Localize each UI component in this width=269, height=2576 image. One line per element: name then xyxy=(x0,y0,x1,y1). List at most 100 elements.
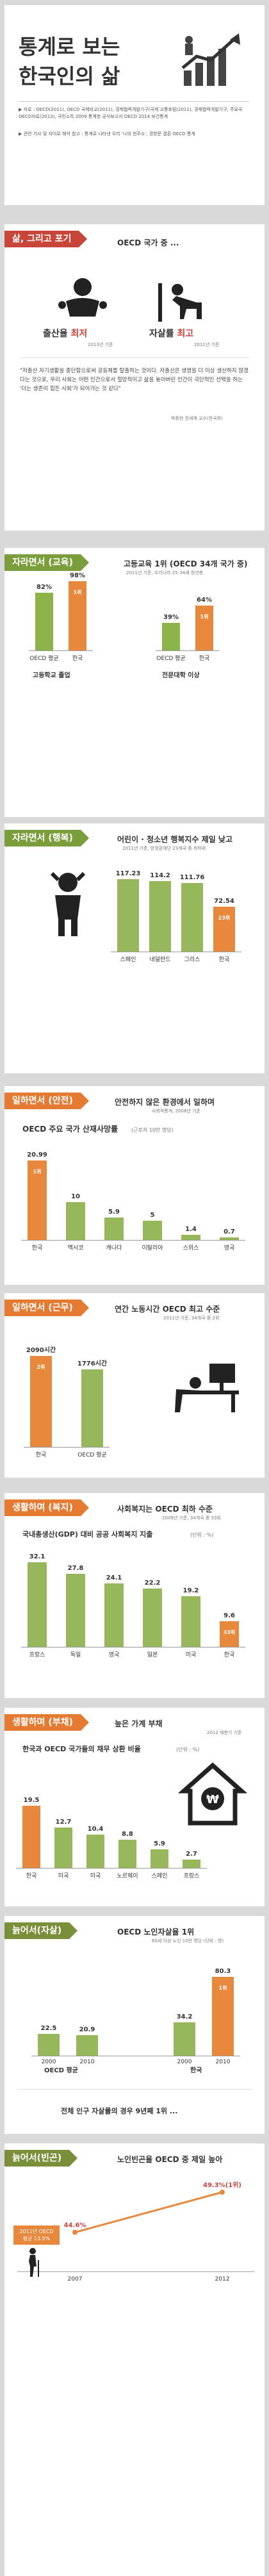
bar-value-label: 2.7 xyxy=(186,1850,197,1858)
bar-category-label: 독일 xyxy=(70,1652,81,1658)
bar-category-label: 이탈리아 xyxy=(142,1245,163,1251)
bar: 1.4 xyxy=(181,1226,200,1240)
bar-value-label: 20.99 xyxy=(27,1151,47,1159)
section-welfare: 생활하며 (복지) 사회복지는 OECD 최하 수준 2009년 기준, 34개… xyxy=(4,1493,265,1698)
bar: 117.23 xyxy=(116,870,140,952)
bar-category-label: 그리스 xyxy=(184,957,200,963)
bar-category-label: 미국 xyxy=(185,1652,197,1658)
suicide-label: 자살률 최고 xyxy=(149,327,193,340)
cover-title-line1: 통계로 보는 xyxy=(19,35,120,59)
section-header: 삶, 그리고 포기 xyxy=(4,231,88,247)
bar-value-label: 19.2 xyxy=(183,1587,199,1594)
section-education: 자라면서 (교육) 고등교육 1위 (OECD 34개 국가 중) 2011년 … xyxy=(4,548,265,817)
bar-value-label: 114.2 xyxy=(150,872,170,880)
bar-value-label: 20.9 xyxy=(79,2026,95,2034)
bar-value-label: 5.9 xyxy=(154,1840,165,1847)
bar-category-label: 한국 xyxy=(224,1652,235,1658)
chart-baseline xyxy=(156,650,220,651)
collapsed-person-icon xyxy=(158,283,202,322)
section-title: 안전하지 않은 환경에서 일하며 xyxy=(115,1098,215,1107)
bar: 20.9 xyxy=(76,2026,98,2056)
section-sub: 2011년 기준, 우리나라 25-34세 청년층 xyxy=(126,570,204,575)
suicide-year: 2011년 기준 xyxy=(194,342,220,347)
elder-footer: 전체 인구 자살률의 경우 9년째 1위 ... xyxy=(61,2107,178,2115)
bar: 82% xyxy=(35,584,53,650)
bar-inner-label: 1위 xyxy=(33,1168,42,1175)
section-title: 높은 가계 부채 xyxy=(115,1719,163,1728)
bar-value-label: 32.1 xyxy=(29,1553,45,1560)
bar-category-label: 2000 xyxy=(41,2059,56,2065)
section-work-hours: 일하면서 (근무) 연간 노동시간 OECD 최고 수준 2011년 기준, 3… xyxy=(4,1293,265,1478)
bar-value-label: 27.8 xyxy=(67,1564,84,1572)
section-header: 생활하며 (부채) xyxy=(4,1714,89,1731)
bar-value-label: 22.5 xyxy=(40,2024,57,2032)
bar-value-label: 9.6 xyxy=(224,1612,235,1620)
section-title: 어린이 · 청소년 행복지수 제일 낮고 xyxy=(117,835,233,844)
section-sub: 2011년 기준, 34개국 중 2위 xyxy=(163,1316,220,1321)
elder-group2-label: 한국 xyxy=(190,2067,202,2074)
bar-category-label: 스위스 xyxy=(183,1245,199,1251)
bar-value-label: 1776시간 xyxy=(77,1360,108,1367)
poverty-x-tick: 2007 xyxy=(68,2276,83,2283)
bar-value-label: 2090시간 xyxy=(26,1346,56,1354)
bar-category-label: 한국 xyxy=(35,1452,47,1458)
bar-category-label: 한국 xyxy=(26,1873,37,1879)
chart-title: OECD 주요 국가 산재사망률 xyxy=(22,1125,118,1134)
chart-unit: (단위 : %) xyxy=(176,1747,200,1753)
bar-category-label: 미국 xyxy=(90,1873,101,1879)
cover-card: 통계로 보는 한국인의 삶 ▶ 자료 : OECD(2011), OECD 국제… xyxy=(4,5,265,205)
chart-baseline xyxy=(29,650,93,651)
bar: 0.7 xyxy=(220,1228,239,1240)
section-title: 노인빈곤율 OECD 중 제일 높아 xyxy=(117,2155,223,2164)
bar: 1776시간 xyxy=(77,1360,107,1447)
bar-value-label: 24.1 xyxy=(106,1574,122,1581)
bar: 10.4 xyxy=(86,1826,104,1868)
bar: 5 xyxy=(143,1212,162,1240)
poverty-point xyxy=(72,2229,77,2235)
section-sub: 사회적통계, 2008년 기준 xyxy=(152,1109,201,1114)
bar-value-label: 82% xyxy=(37,583,52,591)
bar-category-label: 2000 xyxy=(177,2059,192,2065)
poverty-value-label: 49.3%(1위) xyxy=(203,2181,241,2189)
edu-group2-label: 전문대학 이상 xyxy=(162,672,200,679)
chart-unit: (단위 : %) xyxy=(190,1532,214,1538)
birthrate-text: 출산율 xyxy=(43,329,68,339)
cover-title-line2: 한국인의 삶 xyxy=(19,64,120,88)
bar-category-label: OECD 평균 xyxy=(156,656,186,662)
bar-category-label: 미국 xyxy=(58,1873,69,1879)
bar: 20.99 1위 xyxy=(27,1152,47,1240)
bar-value-label: 34.2 xyxy=(176,2013,193,2020)
svg-text:₩: ₩ xyxy=(206,1793,219,1806)
callout-line1: 2011년 OECD xyxy=(19,2229,54,2234)
suicide-emph: 최고 xyxy=(177,329,194,339)
bar-value-label: 5 xyxy=(150,1212,155,1219)
poverty-line xyxy=(74,2191,223,2234)
section-header: 생활하며 (복지) xyxy=(4,1499,89,1516)
section-sub: 2012 세분기 기준 xyxy=(207,1730,242,1735)
edu-group1-label: 고등학교 졸업 xyxy=(33,672,70,679)
bar-category-label: 2010 xyxy=(79,2059,95,2065)
bar-category-label: 스페인 xyxy=(151,1873,168,1879)
section-life: 삶, 그리고 포기 OECD 국가 중 ... 출산율 최저 2013년 기준 … xyxy=(4,224,265,531)
bar: 39% xyxy=(162,614,180,650)
bar-category-label: 캐나다 xyxy=(106,1245,122,1251)
bar-value-label: 64% xyxy=(197,596,212,604)
bar-category-label: 2010 xyxy=(215,2059,231,2065)
poverty-value-label: 44.6% xyxy=(64,2222,86,2229)
bar: 24.1 xyxy=(104,1574,124,1647)
bar-value-label: 12.7 xyxy=(55,1818,72,1826)
elder-group1-label: OECD 평균 xyxy=(44,2067,78,2074)
chart-title: 한국과 OECD 국가들의 채무 상환 비율 xyxy=(22,1745,141,1753)
bar-value-label: 72.54 xyxy=(214,898,234,905)
bar: 22.5 xyxy=(38,2025,60,2056)
birthrate-label: 출산율 최저 xyxy=(43,327,87,340)
bar-category-label: 프랑스 xyxy=(29,1652,45,1658)
bar-category-label: 한국 xyxy=(218,957,230,963)
bar-value-label: 98% xyxy=(70,572,85,580)
bar-inner-label: 1위 xyxy=(73,590,82,596)
bar: 72.54 23위 xyxy=(213,898,235,952)
bar-category-label: 노르웨이 xyxy=(117,1873,138,1879)
section-debt: 생활하며 (부채) 높은 가계 부채 2012 세분기 기준 한국과 OECD … xyxy=(4,1708,265,1906)
chart-baseline xyxy=(21,1240,245,1241)
